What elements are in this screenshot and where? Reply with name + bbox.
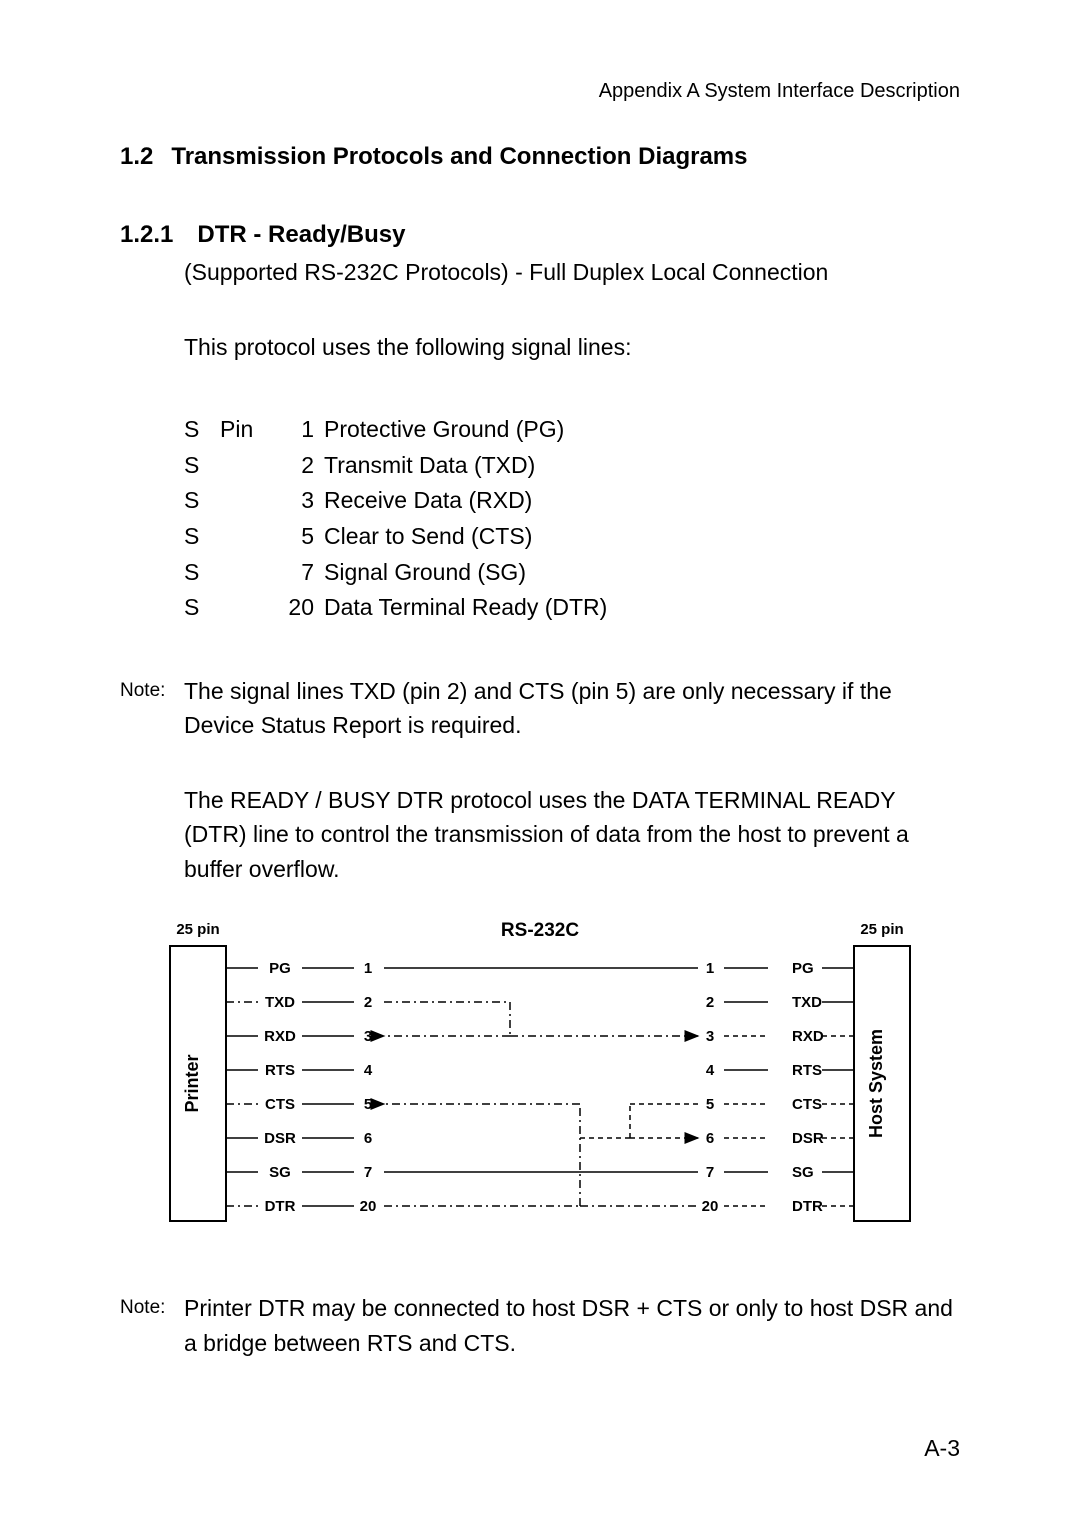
svg-text:4: 4	[706, 1062, 715, 1079]
svg-text:7: 7	[706, 1164, 714, 1181]
note-text: The signal lines TXD (pin 2) and CTS (pi…	[184, 674, 960, 743]
svg-text:SG: SG	[269, 1164, 291, 1181]
svg-text:DSR: DSR	[792, 1130, 824, 1147]
pin-label	[220, 590, 276, 626]
svg-text:RXD: RXD	[264, 1028, 296, 1045]
svg-text:RS-232C: RS-232C	[501, 920, 579, 941]
svg-text:RXD: RXD	[792, 1028, 824, 1045]
section-number: 1.2	[120, 143, 153, 171]
subsection-subtitle: (Supported RS-232C Protocols) - Full Dup…	[184, 255, 960, 290]
svg-text:2: 2	[706, 994, 714, 1011]
pin-row: S 2Transmit Data (TXD)	[184, 448, 960, 484]
svg-text:3: 3	[364, 1028, 372, 1045]
pin-number: 2	[276, 448, 324, 484]
svg-text:DTR: DTR	[265, 1198, 296, 1215]
pin-row: S 7Signal Ground (SG)	[184, 555, 960, 591]
pin-description: Transmit Data (TXD)	[324, 448, 960, 484]
pin-number: 3	[276, 483, 324, 519]
svg-text:2: 2	[364, 994, 372, 1011]
pin-number: 5	[276, 519, 324, 555]
svg-text:5: 5	[706, 1096, 714, 1113]
pin-row: S 5Clear to Send (CTS)	[184, 519, 960, 555]
svg-text:SG: SG	[792, 1164, 814, 1181]
svg-text:25 pin: 25 pin	[860, 921, 903, 938]
svg-text:DSR: DSR	[264, 1130, 296, 1147]
pin-s: S	[184, 448, 220, 484]
svg-text:Host System: Host System	[866, 1029, 886, 1138]
pin-description: Data Terminal Ready (DTR)	[324, 590, 960, 626]
pin-description: Receive Data (RXD)	[324, 483, 960, 519]
svg-text:PG: PG	[269, 960, 291, 977]
svg-text:4: 4	[364, 1062, 373, 1079]
svg-text:6: 6	[364, 1130, 372, 1147]
pin-s: S	[184, 555, 220, 591]
page-header: Appendix A System Interface Description	[120, 80, 960, 103]
pin-row: SPin1Protective Ground (PG)	[184, 412, 960, 448]
intro-text: This protocol uses the following signal …	[184, 330, 960, 365]
wiring-diagram: 25 pin RS-232C 25 pin Printer Host System PG 1…	[150, 916, 930, 1231]
section-heading: 1.2 Transmission Protocols and Connectio…	[120, 143, 960, 171]
paragraph: The READY / BUSY DTR protocol uses the D…	[184, 783, 960, 887]
pin-table: SPin1Protective Ground (PG)S2Transmit Da…	[184, 412, 960, 626]
page-number: A-3	[924, 1435, 960, 1462]
section-title: Transmission Protocols and Connection Di…	[171, 143, 747, 171]
note-label: Note:	[120, 1291, 184, 1360]
note-1: Note: The signal lines TXD (pin 2) and C…	[120, 674, 960, 743]
note-text: Printer DTR may be connected to host DSR…	[184, 1291, 960, 1360]
pin-s: S	[184, 519, 220, 555]
pin-s: S	[184, 412, 220, 448]
svg-text:RTS: RTS	[265, 1062, 295, 1079]
svg-text:TXD: TXD	[265, 994, 295, 1011]
svg-text:PG: PG	[792, 960, 814, 977]
svg-text:RTS: RTS	[792, 1062, 822, 1079]
pin-description: Clear to Send (CTS)	[324, 519, 960, 555]
pin-number: 20	[276, 590, 324, 626]
pin-label	[220, 483, 276, 519]
pin-label: Pin	[220, 412, 276, 448]
subsection-title: DTR - Ready/Busy	[197, 221, 405, 249]
pin-description: Protective Ground (PG)	[324, 412, 960, 448]
svg-text:Printer: Printer	[182, 1055, 202, 1113]
svg-text:CTS: CTS	[265, 1096, 295, 1113]
svg-text:20: 20	[360, 1198, 377, 1215]
svg-text:20: 20	[702, 1198, 719, 1215]
pin-number: 1	[276, 412, 324, 448]
svg-text:1: 1	[364, 960, 372, 977]
svg-text:5: 5	[364, 1096, 372, 1113]
pin-s: S	[184, 590, 220, 626]
pin-label	[220, 519, 276, 555]
pin-description: Signal Ground (SG)	[324, 555, 960, 591]
svg-text:DTR: DTR	[792, 1198, 823, 1215]
svg-text:CTS: CTS	[792, 1096, 822, 1113]
svg-text:7: 7	[364, 1164, 372, 1181]
svg-text:TXD: TXD	[792, 994, 822, 1011]
pin-label	[220, 448, 276, 484]
subsection-number: 1.2.1	[120, 221, 173, 249]
pin-row: S 3Receive Data (RXD)	[184, 483, 960, 519]
svg-text:25 pin: 25 pin	[176, 921, 219, 938]
note-2: Note: Printer DTR may be connected to ho…	[120, 1291, 960, 1360]
svg-text:3: 3	[706, 1028, 714, 1045]
svg-text:1: 1	[706, 960, 714, 977]
pin-number: 7	[276, 555, 324, 591]
pin-label	[220, 555, 276, 591]
note-label: Note:	[120, 674, 184, 743]
svg-text:6: 6	[706, 1130, 714, 1147]
subsection-heading: 1.2.1 DTR - Ready/Busy	[120, 221, 960, 249]
pin-s: S	[184, 483, 220, 519]
pin-row: S 20Data Terminal Ready (DTR)	[184, 590, 960, 626]
